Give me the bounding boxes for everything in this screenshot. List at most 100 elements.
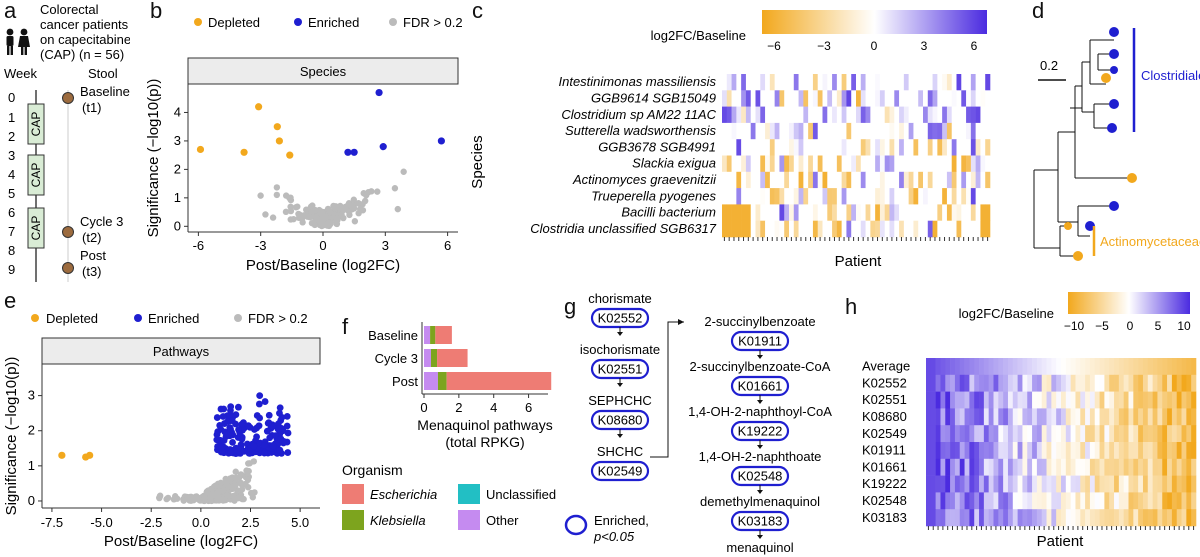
y-tick-label: 2 [174, 161, 181, 176]
heat-cell [1109, 374, 1115, 392]
heat-cell [998, 425, 1004, 443]
heat-cell [1070, 458, 1076, 476]
heat-cell [1027, 358, 1033, 376]
heat-cell [940, 391, 946, 409]
heat-cell [954, 391, 961, 409]
heat-cell [789, 122, 795, 140]
arrow-head [757, 490, 763, 494]
heat-cell [1065, 358, 1071, 376]
enriched-point [283, 422, 291, 430]
bar-klebsiella [430, 326, 436, 344]
heat-cell [983, 475, 989, 493]
svg-text:−6: −6 [767, 39, 781, 53]
heat-cell [865, 155, 871, 173]
heat-cell [1017, 458, 1023, 476]
category-label: Baseline [368, 328, 418, 343]
heat-cell [940, 458, 946, 476]
ns-point [246, 460, 253, 467]
heat-cell [966, 139, 972, 156]
heat-cell [956, 90, 962, 107]
depleted-point [255, 103, 263, 111]
heat-cell [988, 425, 994, 443]
ns-point [156, 494, 163, 502]
heat-cell [985, 106, 991, 124]
ns-point [232, 468, 239, 475]
heat-cell [1089, 374, 1096, 392]
heat-cell [1017, 425, 1023, 443]
heat-cell [879, 171, 886, 189]
heat-cell [979, 358, 985, 376]
heat-cell [979, 408, 985, 426]
heat-cell [1118, 358, 1124, 376]
heat-cell [827, 139, 833, 156]
heat-cell [1128, 408, 1134, 426]
heat-cell [1133, 442, 1139, 460]
heat-cell [836, 74, 842, 91]
ns-point [173, 495, 181, 502]
species-label: Clostridia unclassified SGB6317 [530, 221, 716, 236]
ns-point [235, 474, 243, 481]
heat-cell [803, 204, 809, 221]
heat-cell [1142, 374, 1149, 392]
ns-point [342, 203, 349, 211]
heat-cell [812, 220, 819, 238]
arrow-head [757, 445, 763, 449]
enriched-point [238, 435, 246, 443]
ns-point [230, 492, 237, 500]
heat-cell [1104, 442, 1110, 460]
heat-cell [1123, 391, 1129, 409]
heat-cell [784, 139, 790, 156]
heat-cell [974, 358, 980, 376]
heat-cell [1109, 475, 1115, 493]
heat-cell [1080, 475, 1086, 493]
heat-cell [993, 442, 999, 460]
heat-cell [1118, 492, 1124, 510]
heat-cell [983, 458, 989, 476]
heat-cell [822, 139, 828, 156]
heat-cell [726, 122, 732, 140]
heat-cell [946, 220, 953, 238]
heat-cell [1056, 425, 1062, 443]
heat-cell [789, 90, 795, 107]
heat-cell [884, 204, 890, 221]
heat-cell [998, 509, 1004, 527]
panel-h-colorbar [1068, 292, 1190, 314]
heat-cell [875, 171, 881, 189]
heat-cell [803, 90, 809, 107]
heat-cell [969, 391, 975, 409]
heat-cell [926, 458, 932, 476]
heat-cell [1157, 358, 1163, 376]
heat-cell [1070, 492, 1076, 510]
ns-point [273, 191, 281, 199]
ns-point [273, 184, 281, 191]
ko-row-label: K02551 [862, 392, 907, 407]
heat-cell [731, 106, 737, 124]
ns-point [234, 487, 241, 494]
heat-cell [908, 122, 914, 140]
heat-cell [1036, 408, 1043, 426]
ns-point [287, 216, 294, 223]
heat-cell [812, 74, 819, 91]
heat-cell [937, 204, 943, 221]
heat-cell [985, 171, 991, 189]
x-tick-label: 0 [420, 400, 427, 415]
heat-cell [942, 139, 948, 156]
ns-point [257, 192, 264, 199]
heat-cell [926, 408, 932, 426]
heat-cell [1075, 425, 1081, 443]
heat-cell [1118, 374, 1124, 392]
heat-cell [988, 475, 994, 493]
heat-cell [879, 90, 886, 107]
heat-cell [750, 106, 756, 124]
heat-cell [950, 458, 956, 476]
svg-text:0: 0 [871, 39, 878, 53]
heat-cell [798, 139, 804, 156]
heat-cell [1027, 475, 1033, 493]
heat-cell [889, 74, 895, 91]
x-tick-label: 0.0 [192, 515, 210, 530]
heat-cell [793, 122, 799, 140]
heat-cell [846, 90, 852, 107]
ns-point [240, 495, 247, 503]
heat-cell [1051, 408, 1057, 426]
heat-cell [856, 171, 862, 189]
